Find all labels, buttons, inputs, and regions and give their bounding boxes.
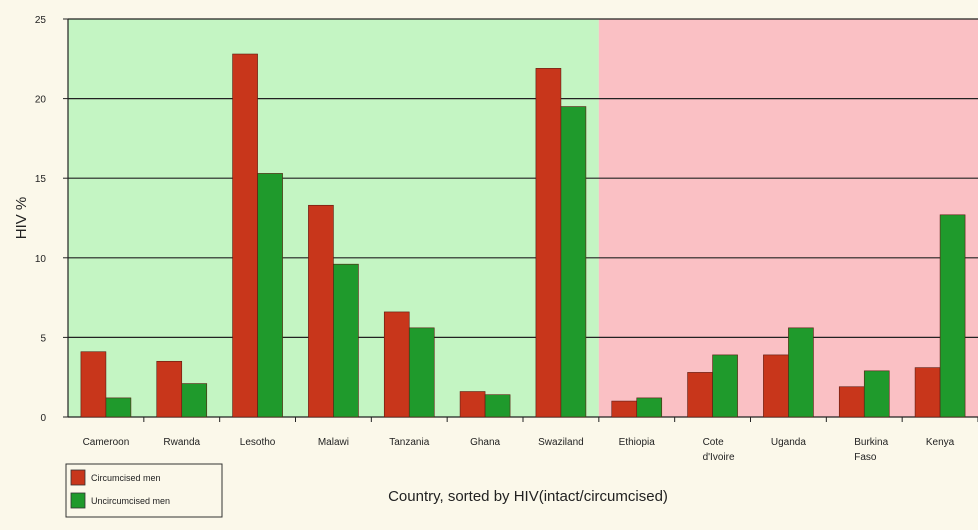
x-tick-label: Cameroon	[83, 437, 130, 448]
bar-circumcised	[838, 386, 865, 418]
x-tick-label: Swaziland	[538, 437, 584, 448]
x-tick-label: d'Ivoire	[703, 452, 735, 463]
y-tick-label: 20	[35, 95, 47, 106]
y-tick-label: 5	[40, 333, 46, 344]
bar-uncircumcised	[408, 327, 435, 418]
bar-circumcised	[611, 400, 638, 418]
bar-uncircumcised	[484, 394, 511, 418]
x-tick-label: Uganda	[771, 437, 806, 448]
x-tick-label: Faso	[854, 452, 877, 463]
bar-uncircumcised	[333, 263, 359, 418]
legend-label: Circumcised men	[91, 473, 161, 483]
bar-uncircumcised	[636, 397, 663, 418]
bar-circumcised	[308, 204, 334, 418]
legend-box	[65, 463, 223, 518]
x-tick-label: Rwanda	[163, 437, 200, 448]
x-tick-label: Cote	[703, 437, 725, 448]
bar-uncircumcised	[788, 327, 814, 418]
legend-label: Uncircumcised men	[91, 496, 170, 506]
x-axis-title: Country, sorted by HIV(intact/circumcise…	[388, 488, 668, 505]
y-tick-label: 25	[35, 15, 47, 26]
bar-circumcised	[383, 311, 410, 418]
y-axis-title: HIV %	[13, 197, 30, 240]
bar-circumcised	[232, 53, 258, 418]
bar-uncircumcised	[939, 214, 966, 418]
bar-circumcised	[459, 391, 486, 418]
x-tick-label: Kenya	[926, 437, 955, 448]
bar-uncircumcised	[863, 370, 890, 418]
bar-uncircumcised	[105, 397, 132, 418]
y-tick-label: 15	[35, 174, 47, 185]
bar-uncircumcised	[712, 354, 738, 418]
legend-swatch	[70, 469, 86, 486]
y-tick-label: 10	[35, 254, 47, 265]
bar-uncircumcised	[181, 383, 208, 418]
bar-circumcised	[156, 360, 183, 418]
bar-circumcised	[535, 68, 562, 418]
x-tick-label: Burkina	[854, 437, 888, 448]
bar-circumcised	[914, 367, 941, 418]
x-tick-label: Lesotho	[240, 437, 276, 448]
bar-uncircumcised	[257, 173, 283, 418]
x-tick-label: Ethiopia	[619, 437, 656, 448]
bar-circumcised	[80, 351, 107, 418]
x-tick-label: Malawi	[318, 437, 349, 448]
x-tick-label: Tanzania	[389, 437, 429, 448]
x-tick-label: Ghana	[470, 437, 500, 448]
bar-uncircumcised	[560, 106, 587, 418]
bar-circumcised	[687, 372, 713, 418]
y-tick-label: 0	[40, 413, 46, 424]
legend-swatch	[70, 492, 86, 509]
bar-circumcised	[763, 354, 789, 418]
